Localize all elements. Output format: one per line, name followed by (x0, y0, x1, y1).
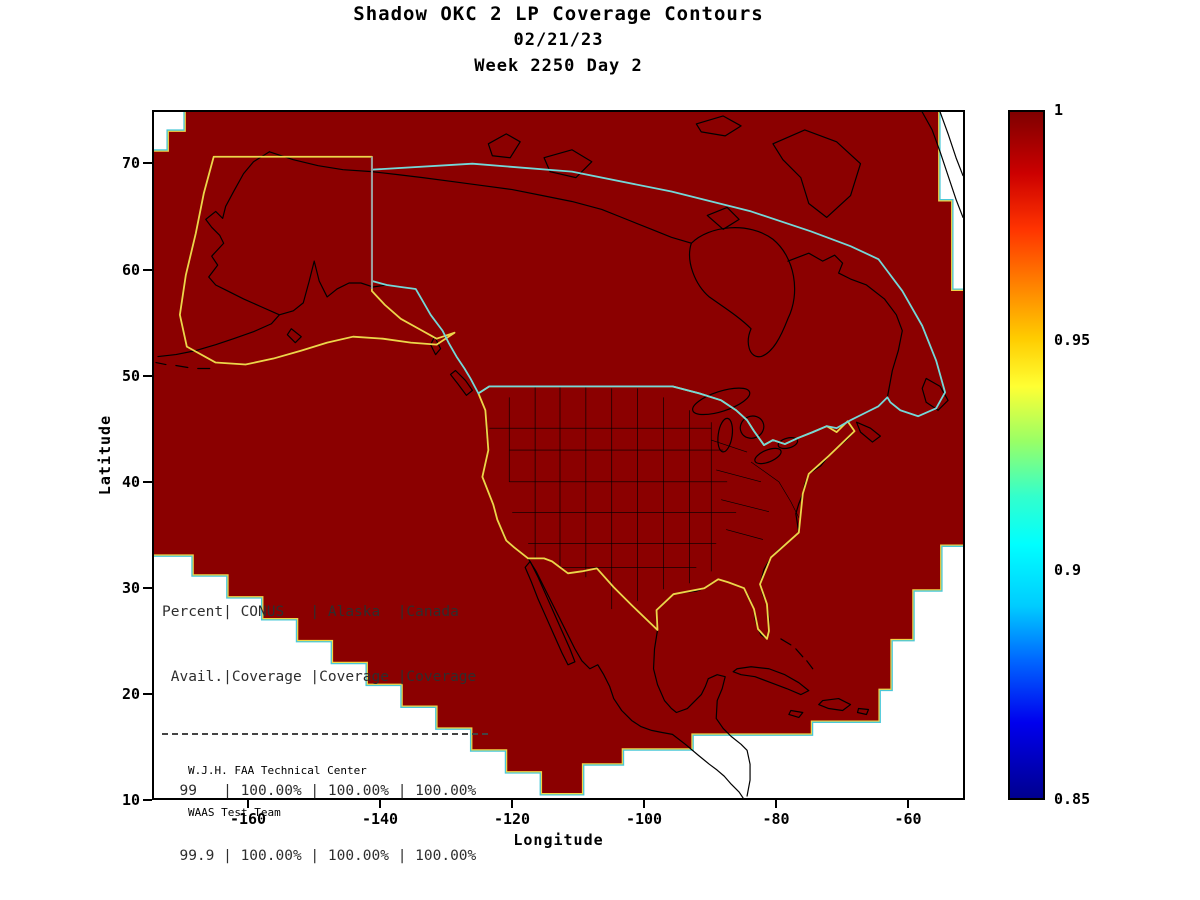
newfoundland (921, 377, 949, 411)
nova-scotia (855, 421, 882, 443)
chart-title: Shadow OKC 2 LP Coverage Contours (353, 3, 764, 25)
state-boundaries-layer (489, 386, 800, 610)
credit-line-2: WAAS Test Team (188, 806, 281, 819)
lake-huron (739, 415, 765, 439)
haida-gwaii (430, 336, 442, 356)
devon-island (695, 115, 742, 137)
plot-area: Percent| CONUS | Alaska |Canada Avail.|C… (152, 110, 965, 864)
x-tick-mark (907, 800, 909, 808)
y-tick-mark (143, 587, 152, 589)
colorbar-tick-label: 0.95 (1054, 331, 1091, 349)
table-separator (162, 733, 488, 735)
canada-outline (371, 162, 946, 446)
x-tick-label: -160 (229, 810, 267, 828)
y-tick-mark (143, 269, 152, 271)
bahamas (780, 638, 814, 670)
y-axis-label: Latitude (96, 414, 114, 496)
coverage-region (154, 112, 963, 794)
baffin-island (772, 129, 862, 218)
y-tick-mark (143, 481, 152, 483)
kodiak-island (286, 328, 302, 344)
puerto-rico (856, 707, 870, 716)
table-row: 99.9 | 100.00% | 100.00% | 100.00% (162, 847, 477, 864)
x-tick-mark (247, 800, 249, 808)
banks-island (487, 133, 521, 159)
chart-week-day: Week 2250 Day 2 (474, 56, 643, 76)
y-tick-label: 60 (121, 261, 140, 279)
x-tick-mark (775, 800, 777, 808)
colorbar-tick-label: 1 (1054, 101, 1064, 119)
colorbar-tick-label: 0.9 (1054, 561, 1082, 579)
vancouver-island (449, 369, 474, 396)
lake-ontario (777, 437, 799, 450)
colorbar-tick-label: 0.85 (1054, 790, 1091, 808)
hudson-bay (689, 227, 796, 358)
y-tick-label: 10 (121, 791, 140, 809)
baja-peninsula (524, 560, 576, 666)
table-header-row1: Percent| CONUS | Alaska |Canada (162, 604, 459, 620)
coverage-map (154, 112, 963, 798)
x-axis-label: Longitude (513, 831, 604, 849)
lake-erie (754, 447, 782, 465)
y-tick-mark (143, 162, 152, 164)
y-tick-label: 20 (121, 685, 140, 703)
greenland-coast (921, 112, 963, 218)
alaska-coastline (157, 151, 280, 358)
chart-date: 02/21/23 (513, 30, 604, 50)
x-tick-label: -120 (493, 810, 531, 828)
hispaniola (818, 697, 852, 712)
arctic-coast (268, 151, 692, 244)
table-header-row2: Avail.|Coverage |Coverage |Coverage (162, 668, 477, 685)
y-tick-label: 50 (121, 367, 140, 385)
lake-michigan (717, 417, 734, 453)
cuba (732, 666, 810, 696)
jamaica (788, 709, 804, 719)
x-tick-label: -100 (625, 810, 663, 828)
y-tick-mark (143, 375, 152, 377)
colorbar (1008, 110, 1045, 800)
credit-block: W.J.H. FAA Technical Center WAAS Test Te… (188, 736, 367, 848)
southampton-island (706, 206, 740, 230)
y-tick-label: 30 (121, 579, 140, 597)
x-tick-label: -140 (361, 810, 399, 828)
y-tick-label: 40 (121, 473, 140, 491)
x-tick-mark (511, 800, 513, 808)
x-tick-mark (379, 800, 381, 808)
mexico-west-coast (527, 557, 744, 798)
y-tick-label: 70 (121, 154, 140, 172)
y-tick-mark (143, 693, 152, 695)
lake-superior (692, 387, 751, 416)
x-tick-label: -80 (762, 810, 790, 828)
alaska-outline (178, 155, 456, 366)
aleutians (155, 361, 211, 370)
credit-line-1: W.J.H. FAA Technical Center (188, 764, 367, 777)
x-tick-mark (643, 800, 645, 808)
availability-table: Percent| CONUS | Alaska |Canada Avail.|C… (162, 559, 488, 900)
mexico-east-coast (652, 629, 751, 797)
table-row: 99 | 100.00% | 100.00% | 100.00% (162, 783, 477, 799)
x-tick-label: -60 (894, 810, 922, 828)
y-tick-mark (143, 799, 152, 801)
